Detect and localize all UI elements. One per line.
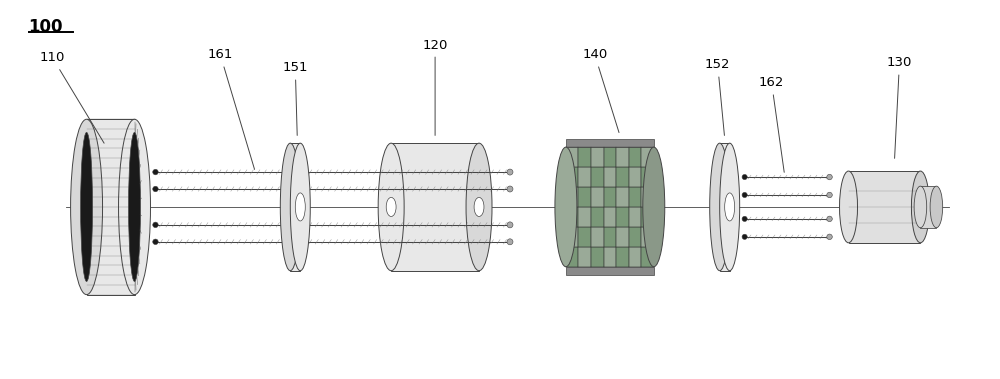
Ellipse shape — [710, 143, 730, 271]
Ellipse shape — [153, 222, 158, 228]
Ellipse shape — [555, 147, 577, 267]
Polygon shape — [629, 207, 641, 227]
Text: 110: 110 — [40, 52, 104, 143]
Polygon shape — [591, 227, 604, 247]
Polygon shape — [566, 187, 578, 207]
Polygon shape — [920, 186, 936, 228]
Ellipse shape — [742, 193, 747, 197]
Polygon shape — [604, 147, 616, 167]
Polygon shape — [578, 207, 591, 227]
Polygon shape — [591, 167, 604, 187]
Polygon shape — [566, 139, 654, 147]
Polygon shape — [566, 207, 578, 227]
Ellipse shape — [840, 171, 858, 243]
Polygon shape — [616, 227, 629, 247]
Polygon shape — [591, 247, 604, 267]
Polygon shape — [578, 247, 591, 267]
Text: 151: 151 — [283, 61, 308, 135]
Ellipse shape — [81, 132, 93, 282]
Ellipse shape — [827, 192, 832, 198]
Polygon shape — [578, 227, 591, 247]
Polygon shape — [616, 167, 629, 187]
Ellipse shape — [725, 193, 735, 221]
Polygon shape — [566, 167, 578, 187]
Polygon shape — [629, 227, 641, 247]
Ellipse shape — [643, 147, 665, 267]
Polygon shape — [604, 167, 616, 187]
Polygon shape — [616, 147, 629, 167]
Polygon shape — [616, 247, 629, 267]
Polygon shape — [290, 143, 300, 271]
Polygon shape — [604, 207, 616, 227]
Ellipse shape — [507, 222, 513, 228]
Polygon shape — [641, 167, 654, 187]
Text: 130: 130 — [887, 56, 912, 158]
Polygon shape — [849, 171, 920, 243]
Polygon shape — [604, 187, 616, 207]
Polygon shape — [391, 143, 479, 271]
Text: 161: 161 — [208, 49, 255, 169]
Ellipse shape — [153, 169, 158, 175]
Polygon shape — [87, 119, 135, 294]
Polygon shape — [578, 167, 591, 187]
Polygon shape — [566, 267, 654, 275]
Ellipse shape — [742, 234, 747, 240]
Polygon shape — [641, 207, 654, 227]
Ellipse shape — [280, 143, 300, 271]
Ellipse shape — [153, 186, 158, 192]
Polygon shape — [591, 207, 604, 227]
Polygon shape — [566, 247, 578, 267]
Ellipse shape — [827, 174, 832, 180]
Ellipse shape — [507, 239, 513, 245]
Ellipse shape — [914, 186, 927, 228]
Ellipse shape — [742, 216, 747, 221]
Ellipse shape — [742, 174, 747, 180]
Ellipse shape — [466, 143, 492, 271]
Polygon shape — [604, 247, 616, 267]
Polygon shape — [629, 167, 641, 187]
Text: 152: 152 — [705, 58, 730, 135]
Ellipse shape — [911, 171, 929, 243]
Ellipse shape — [474, 197, 484, 216]
Polygon shape — [566, 147, 578, 167]
Polygon shape — [566, 227, 578, 247]
Polygon shape — [629, 247, 641, 267]
Ellipse shape — [507, 186, 513, 192]
Ellipse shape — [827, 234, 832, 240]
Ellipse shape — [71, 119, 103, 294]
Polygon shape — [604, 227, 616, 247]
Polygon shape — [616, 207, 629, 227]
Ellipse shape — [378, 143, 404, 271]
Polygon shape — [578, 147, 591, 167]
Ellipse shape — [386, 197, 396, 216]
Text: 162: 162 — [759, 76, 784, 172]
Ellipse shape — [119, 119, 150, 294]
Polygon shape — [616, 187, 629, 207]
Text: 120: 120 — [422, 39, 448, 135]
Ellipse shape — [129, 132, 141, 282]
Ellipse shape — [295, 193, 305, 221]
Polygon shape — [591, 187, 604, 207]
Polygon shape — [720, 143, 730, 271]
Polygon shape — [578, 187, 591, 207]
Ellipse shape — [290, 143, 310, 271]
Ellipse shape — [827, 216, 832, 222]
Ellipse shape — [153, 239, 158, 244]
Ellipse shape — [507, 169, 513, 175]
Text: 140: 140 — [582, 49, 619, 133]
Text: 100: 100 — [29, 18, 63, 36]
Polygon shape — [641, 227, 654, 247]
Polygon shape — [641, 147, 654, 167]
Polygon shape — [629, 147, 641, 167]
Ellipse shape — [720, 143, 740, 271]
Polygon shape — [641, 187, 654, 207]
Polygon shape — [641, 247, 654, 267]
Polygon shape — [629, 187, 641, 207]
Ellipse shape — [930, 186, 943, 228]
Polygon shape — [591, 147, 604, 167]
